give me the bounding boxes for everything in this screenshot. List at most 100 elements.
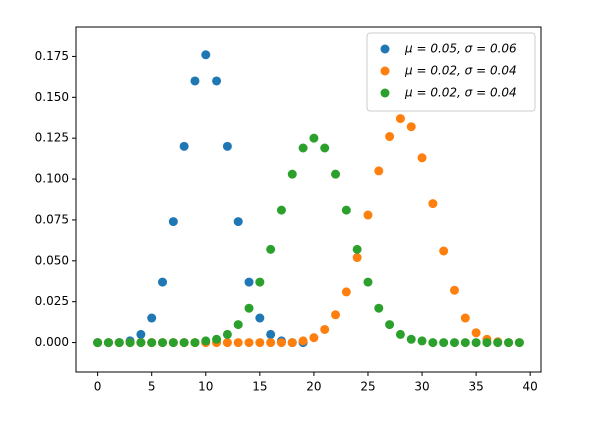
point [460,313,470,323]
point [471,338,481,348]
point [287,169,297,179]
point [395,329,405,339]
legend-label: μ = 0.05, σ = 0.06 [404,42,517,56]
point [482,338,492,348]
point [385,320,395,330]
point [504,338,514,348]
point [255,277,265,287]
point [147,338,157,348]
legend-marker [380,44,390,54]
point [460,338,470,348]
x-tick-label: 20 [306,380,321,394]
point [331,310,341,320]
point [244,338,254,348]
y-tick-label: 0.075 [35,212,69,226]
point [201,50,211,60]
plot-frame [75,26,542,373]
y-tick-label: 0.125 [35,131,69,145]
point [114,338,124,348]
point [244,277,254,287]
point [331,169,341,179]
point [212,76,222,86]
point [212,334,222,344]
point [255,338,265,348]
point [233,320,243,330]
point [266,244,276,254]
point [136,338,146,348]
point [190,338,200,348]
point [320,143,330,153]
point [374,166,384,176]
point [428,338,438,348]
point [222,141,232,151]
point [168,338,178,348]
point [255,313,265,323]
point [244,303,254,313]
point [439,246,449,256]
point [93,338,103,348]
x-tick-label: 5 [148,380,156,394]
point [352,253,362,263]
y-tick-label: 0.000 [35,335,69,349]
point [266,329,276,339]
point [449,338,459,348]
point [439,338,449,348]
y-tick-label: 0.150 [35,90,69,104]
point [103,338,113,348]
point [449,285,459,295]
point [471,328,481,338]
point [147,313,157,323]
point [395,114,405,124]
point [222,329,232,339]
legend-marker [380,88,390,98]
x-tick-label: 10 [198,380,213,394]
point [363,277,373,287]
point [298,143,308,153]
x-tick-label: 40 [523,380,538,394]
y-tick-label: 0.100 [35,172,69,186]
point [320,324,330,334]
point [341,205,351,215]
point [179,338,189,348]
point [222,338,232,348]
point [168,217,178,227]
x-tick-label: 25 [360,380,375,394]
point [179,141,189,151]
point [309,333,319,343]
y-tick-label: 0.050 [35,253,69,267]
point [233,217,243,227]
point [201,336,211,346]
legend-label: μ = 0.02, σ = 0.04 [404,64,517,78]
x-tick-label: 30 [414,380,429,394]
point [406,334,416,344]
point [309,133,319,143]
point [374,303,384,313]
x-tick-label: 35 [468,380,483,394]
point [428,199,438,209]
point [158,338,168,348]
point [298,336,308,346]
point [363,210,373,220]
point [136,329,146,339]
legend-marker [380,66,390,76]
point [385,132,395,142]
y-tick-label: 0.025 [35,294,69,308]
legend-label: μ = 0.02, σ = 0.04 [404,86,517,100]
point [276,338,286,348]
point [352,244,362,254]
legend-box [366,32,536,112]
point [341,287,351,297]
point [125,338,135,348]
y-tick-label: 0.175 [35,49,69,63]
x-tick-label: 15 [252,380,267,394]
point [190,76,200,86]
point [158,277,168,287]
x-tick-label: 0 [94,380,102,394]
point [287,338,297,348]
point [233,338,243,348]
point [276,205,286,215]
point [266,338,276,348]
point [406,122,416,132]
